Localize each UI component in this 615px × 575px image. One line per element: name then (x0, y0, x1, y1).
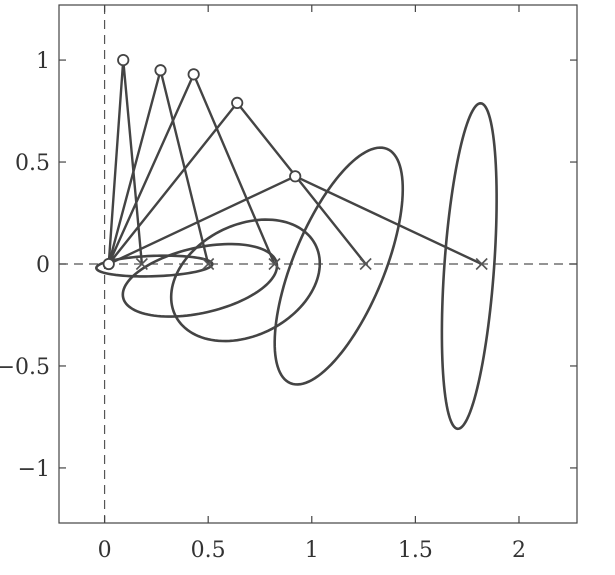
origin-circle (102, 257, 115, 271)
joint-circle-4 (231, 96, 244, 109)
ellipse-curve-5 (440, 101, 498, 431)
end-cross-5 (475, 257, 488, 271)
ellipse-curve-4 (273, 146, 405, 386)
joint-circle-5 (289, 170, 302, 183)
linkage-line-4 (107, 100, 367, 265)
x-tick-label: 1.5 (398, 538, 433, 563)
x-tick-label: 1 (305, 538, 319, 563)
joint-circle-1 (117, 53, 130, 67)
linkage-line-2 (107, 69, 210, 265)
linkage-series (107, 59, 483, 266)
end-cross-1 (135, 257, 148, 271)
axis-ticks (59, 5, 577, 523)
x-tick-label: 0 (98, 538, 112, 563)
ellipse-series (95, 101, 498, 431)
x-tick-label: 0.5 (191, 538, 226, 563)
end-cross-2 (202, 257, 215, 271)
ellipse-curve-1 (95, 254, 214, 278)
tick-labels: 0 0.5 1 1.5 2 1 0.5 0 −0.5 −1 (0, 49, 526, 563)
y-tick-label: −0.5 (0, 355, 50, 380)
end-cross-4 (359, 257, 372, 271)
joint-circle-2 (154, 64, 167, 77)
y-tick-label: −1 (18, 457, 50, 482)
y-tick-label: 0.5 (15, 151, 50, 176)
reference-lines (59, 5, 577, 523)
ellipse-curve-3 (169, 218, 322, 343)
marker-series (102, 53, 488, 271)
y-tick-label: 1 (36, 49, 50, 74)
ellipse-curve-2 (121, 242, 279, 318)
y-tick-label: 0 (36, 253, 50, 278)
x-tick-label: 2 (512, 538, 526, 563)
end-cross-3 (268, 257, 281, 271)
joint-circle-3 (187, 68, 200, 81)
